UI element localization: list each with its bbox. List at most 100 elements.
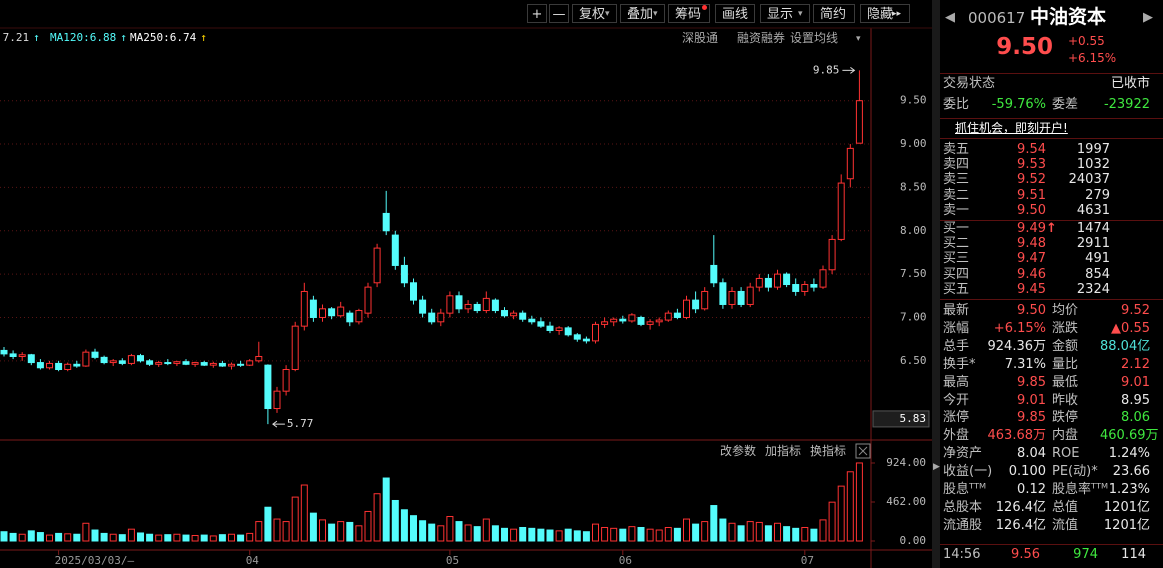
stat-value: 8.95 xyxy=(1121,392,1150,408)
candle-body xyxy=(264,364,272,410)
stat-value: 1201亿 xyxy=(1103,499,1150,515)
toolbar-button[interactable]: 隐藏 xyxy=(860,4,910,23)
volume-bar xyxy=(582,531,590,542)
indicator-tool[interactable]: 加指标 xyxy=(765,444,802,458)
max-label: 9.85 xyxy=(813,63,840,76)
candle-body xyxy=(282,368,290,392)
toolbar-button[interactable]: 筹码 xyxy=(668,4,710,23)
toolbar-link[interactable]: 设置均线 xyxy=(790,31,839,45)
toolbar-button[interactable]: 显示 xyxy=(760,4,810,23)
stat-label: 涨停 xyxy=(943,410,970,426)
close-box-x xyxy=(858,446,868,456)
volume-bar xyxy=(182,534,190,542)
volume-bar xyxy=(701,521,709,542)
toolbar-button[interactable]: 复权 xyxy=(572,4,617,23)
candle-body xyxy=(510,312,518,317)
candle-body xyxy=(846,147,854,180)
toolbar-link[interactable]: 融资融券 xyxy=(737,31,786,45)
book-price: 9.49 xyxy=(1017,221,1046,236)
y-tick-label: 462.00 xyxy=(886,495,926,508)
volume-bar xyxy=(719,518,727,542)
stat-label: 收益(一) xyxy=(943,464,993,480)
toolbar-link[interactable]: 深股通 xyxy=(682,31,719,45)
stat-label: 股息率ᵀᵀᴹ xyxy=(1052,482,1109,497)
stat-label: PE(动)* xyxy=(1052,464,1098,480)
candle-body xyxy=(646,321,654,325)
volume-bar xyxy=(510,528,518,542)
stat-label: 换手* xyxy=(943,356,976,372)
candle-body xyxy=(619,318,627,322)
change: +0.55 xyxy=(1068,34,1105,48)
x-tick-label: 04 xyxy=(246,554,260,567)
volume-bar xyxy=(619,528,627,542)
promo-link[interactable]: 抓住机会，即刻开户! xyxy=(955,121,1068,135)
book-volume: 1474 xyxy=(1076,221,1110,236)
stat-value: 9.01 xyxy=(1121,374,1150,390)
dropdown-arrow: ▾ xyxy=(605,9,610,19)
volume-bar xyxy=(127,528,135,542)
close-box[interactable] xyxy=(855,443,871,459)
change-pct: +6.15% xyxy=(1068,51,1117,65)
x-tick-label: 07 xyxy=(801,554,814,567)
toolbar-button[interactable]: — xyxy=(549,4,569,23)
candle-body xyxy=(400,264,408,284)
kline-chart: :7.21↑MA120:6.88↑MA250:6.74↑9.509.008.50… xyxy=(0,27,932,568)
candle-body xyxy=(200,362,208,366)
stat-label: 跌停 xyxy=(1052,410,1079,426)
volume-bar xyxy=(573,530,581,542)
status-label: 交易状态 xyxy=(943,76,996,91)
volume-bar xyxy=(191,535,199,542)
ma-label: :7.21 xyxy=(0,31,29,44)
y-tick-label: 7.50 xyxy=(900,267,927,280)
stat-value: 924.36万 xyxy=(987,338,1047,354)
splitter-arrow[interactable]: ▶ xyxy=(933,462,940,472)
volume-bar xyxy=(319,519,326,542)
volume-bar xyxy=(637,526,645,542)
indicator-tool[interactable]: 改参数 xyxy=(720,444,757,458)
candle-body xyxy=(683,299,690,318)
toolbar-button[interactable]: 画线 xyxy=(715,4,755,23)
separator xyxy=(940,118,1163,119)
cursor-price-box xyxy=(872,410,930,428)
volume-bar xyxy=(264,506,272,542)
toolbar-button[interactable]: 简约 xyxy=(813,4,855,23)
volume-bar xyxy=(592,523,599,542)
separator xyxy=(940,138,1163,139)
indicator-tool[interactable]: 换指标 xyxy=(810,444,847,458)
candle-body xyxy=(464,303,472,310)
candle-body xyxy=(719,282,727,305)
y-tick-label: 9.50 xyxy=(900,94,927,107)
candle-body xyxy=(209,362,217,366)
ma-label: MA120:6.88 xyxy=(50,31,116,44)
book-volume: 1997 xyxy=(1076,142,1110,157)
candle-body xyxy=(355,310,363,323)
stat-value: 8.04 xyxy=(1017,446,1046,462)
book-volume: 491 xyxy=(1085,251,1110,267)
volume-bar xyxy=(228,533,235,542)
volume-bar xyxy=(410,515,417,542)
volume-bar xyxy=(810,528,818,542)
ratio-label: 委比 xyxy=(943,97,970,112)
toolbar-button[interactable]: + xyxy=(527,4,547,23)
book-label: 卖四 xyxy=(943,157,970,173)
ma-arrow: ↑ xyxy=(33,31,40,44)
volume-bar xyxy=(146,533,154,542)
volume-bar xyxy=(655,529,663,542)
splitter[interactable] xyxy=(932,0,940,568)
candle-body xyxy=(228,363,235,367)
candle-body xyxy=(592,323,599,342)
volume-bar xyxy=(455,521,463,542)
stat-label: 外盘 xyxy=(943,428,970,444)
toolbar-button[interactable]: 叠加 xyxy=(620,4,665,23)
candle-body xyxy=(346,312,354,323)
y-tick-label: 8.00 xyxy=(900,224,927,237)
candle-body xyxy=(601,321,609,325)
candle-body xyxy=(218,362,226,367)
book-label: 买一 xyxy=(943,221,970,236)
volume-bar xyxy=(309,512,317,542)
candle-body xyxy=(473,303,481,312)
stat-label: 最低 xyxy=(1052,374,1079,390)
volume-bar xyxy=(364,510,372,542)
stat-value: 9.85 xyxy=(1017,374,1046,390)
